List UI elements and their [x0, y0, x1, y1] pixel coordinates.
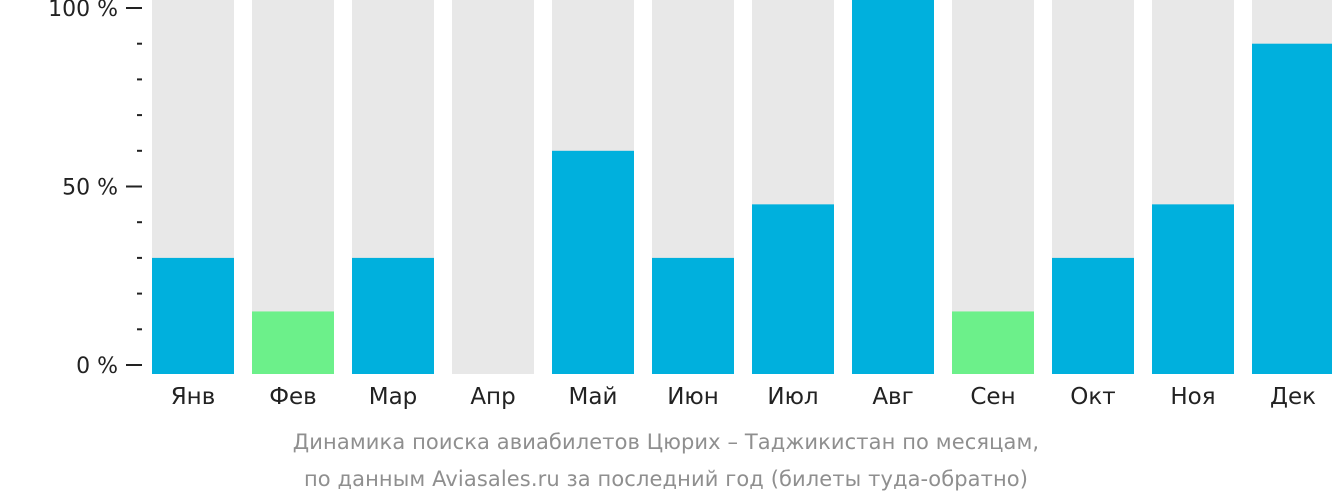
- bar-1[interactable]: [152, 257, 234, 374]
- bar-chart: 0 % 50 % 100 % Янв Фев Мар Апр Май Июн Июл Авг Сен…: [48, 0, 1332, 410]
- bar-track-4: [452, 0, 534, 374]
- x-tick-label-8: Авг: [872, 384, 913, 410]
- x-tick-label-7: Июл: [767, 384, 818, 410]
- bar-10[interactable]: [1052, 257, 1134, 374]
- bar-5[interactable]: [552, 150, 634, 374]
- x-tick-label-3: Мар: [369, 384, 418, 410]
- x-tick-label-12: Дек: [1270, 384, 1316, 410]
- x-axis: Янв Фев Мар Апр Май Июн Июл Авг Сен Окт Ноя Дек: [171, 384, 1316, 410]
- bar-7[interactable]: [752, 204, 834, 374]
- bar-3[interactable]: [352, 257, 434, 374]
- bars: [152, 0, 1332, 374]
- y-axis: 0 % 50 % 100 %: [48, 0, 142, 379]
- x-tick-label-4: Апр: [470, 384, 515, 410]
- x-tick-label-2: Фев: [269, 384, 317, 410]
- x-tick-label-11: Ноя: [1170, 384, 1215, 410]
- bar-6[interactable]: [652, 257, 734, 374]
- y-tick-label-1: 0 %: [76, 354, 118, 379]
- bar-9[interactable]: [952, 311, 1034, 374]
- y-tick-label-3: 100 %: [48, 0, 118, 22]
- bar-11[interactable]: [1152, 204, 1234, 374]
- y-tick-label-2: 50 %: [62, 176, 118, 201]
- bar-12[interactable]: [1252, 43, 1332, 374]
- chart-caption-line-2: по данным Aviasales.ru за последний год …: [303, 467, 1029, 491]
- x-tick-label-6: Июн: [667, 384, 719, 410]
- x-tick-label-5: Май: [569, 384, 618, 410]
- x-tick-label-9: Сен: [970, 384, 1015, 410]
- bar-2[interactable]: [252, 311, 334, 374]
- x-tick-label-10: Окт: [1070, 384, 1115, 410]
- x-tick-label-1: Янв: [171, 384, 216, 410]
- chart-caption-line-1: Динамика поиска авиабилетов Цюрих – Тадж…: [292, 430, 1040, 454]
- bar-8[interactable]: [852, 0, 934, 374]
